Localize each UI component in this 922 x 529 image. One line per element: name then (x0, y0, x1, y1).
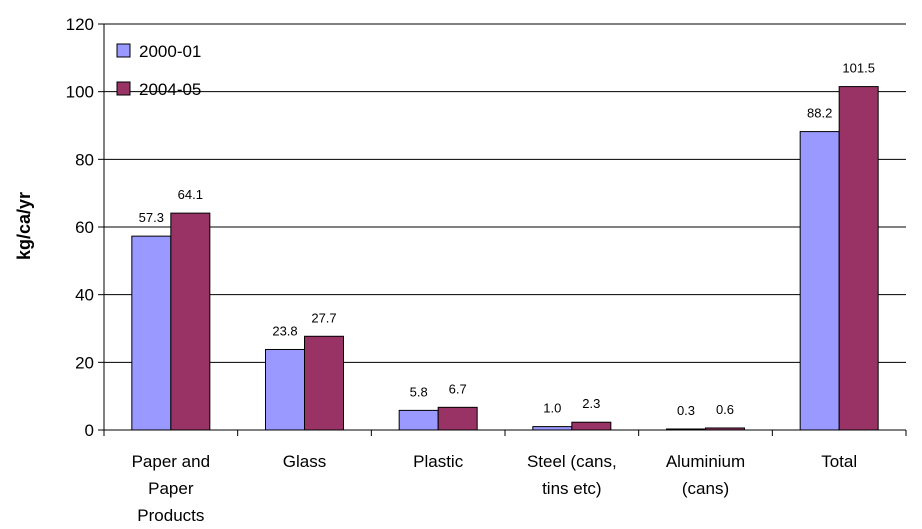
category-label: Plastic (413, 452, 464, 471)
category-label: (cans) (682, 479, 729, 498)
y-tick-label: 20 (75, 353, 94, 372)
bars (131, 86, 879, 431)
category-label: Products (137, 506, 204, 525)
category-label: Glass (283, 452, 326, 471)
category-label: Aluminium (666, 452, 745, 471)
category-label: Paper and (132, 452, 210, 471)
legend-swatch (116, 81, 131, 96)
bar-2000-01-2 (398, 409, 439, 431)
data-label: 101.5 (842, 61, 875, 76)
axes: 0 20 40 60 80 100 120 Paper and Paper Products Gla… (66, 15, 907, 525)
data-label: 27.7 (311, 310, 336, 325)
category-label: Paper (148, 479, 194, 498)
category-label: tins etc) (542, 479, 602, 498)
bar-2004-05-3 (571, 421, 612, 431)
data-label: 64.1 (178, 187, 203, 202)
data-label: 1.0 (543, 401, 561, 416)
gridlines (104, 23, 906, 363)
bar-2000-01-1 (265, 348, 305, 431)
legend-label: 2004-05 (139, 80, 201, 99)
data-label: 23.8 (272, 323, 297, 338)
category-label: Total (821, 452, 857, 471)
y-tick-label: 80 (75, 150, 94, 169)
bar-2004-05-0 (170, 212, 211, 431)
y-tick-label: 60 (75, 218, 94, 237)
bar-2004-05-2 (437, 406, 478, 431)
bar-2004-05-1 (304, 335, 344, 431)
y-tick-label: 100 (66, 83, 94, 102)
data-label: 0.6 (716, 402, 734, 417)
data-label: 88.2 (807, 106, 832, 121)
legend-swatch (116, 43, 131, 58)
y-tick-label: 0 (85, 421, 94, 440)
bar-2000-01-3 (532, 426, 573, 431)
data-label: 2.3 (582, 396, 600, 411)
y-axis-title: kg/ca/yr (14, 192, 34, 260)
data-label: 0.3 (677, 403, 695, 418)
bar-2000-01-5 (799, 131, 840, 431)
data-label: 57.3 (139, 210, 164, 225)
legend-label: 2000-01 (139, 42, 201, 61)
data-label: 6.7 (449, 381, 467, 396)
bar-2000-01-0 (131, 235, 172, 431)
y-tick-label: 40 (75, 286, 94, 305)
data-label: 5.8 (410, 384, 428, 399)
legend: 2000-01 2004-05 (116, 42, 201, 99)
category-label: Steel (cans, (527, 452, 617, 471)
data-labels: 57.3 23.8 5.8 1.0 0.3 88.2 64.1 27.7 6.7 2.3 0.6 10… (139, 61, 875, 418)
y-tick-label: 120 (66, 15, 94, 34)
bar-2004-05-5 (838, 86, 879, 431)
